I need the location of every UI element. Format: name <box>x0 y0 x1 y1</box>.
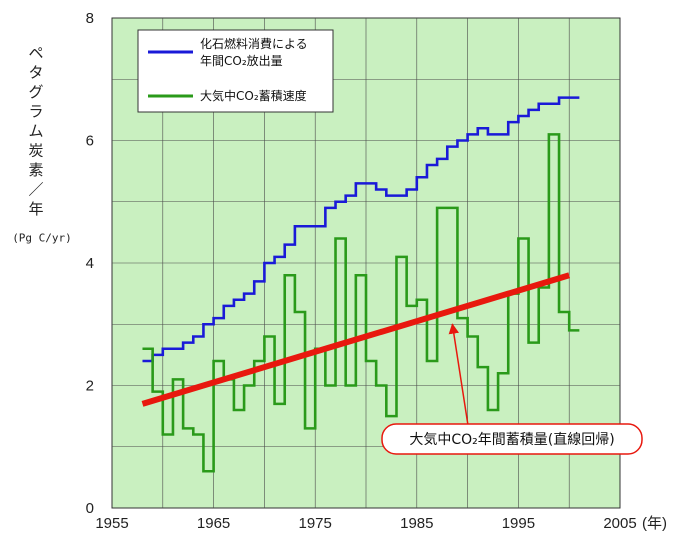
x-tick-label: 1975 <box>299 515 332 532</box>
y-tick-label: 4 <box>86 255 94 272</box>
y-axis-label-char: ラ <box>28 103 43 121</box>
y-tick-label: 2 <box>86 378 94 395</box>
callout-arrow <box>448 323 469 425</box>
legend-text-line: 年間CO₂放出量 <box>200 53 283 68</box>
y-axis-label-char: タ <box>28 64 43 82</box>
x-tick-label: 1955 <box>95 515 128 532</box>
y-tick-label: 0 <box>86 500 94 517</box>
callout-box <box>381 423 643 455</box>
y-tick-label: 8 <box>86 10 94 27</box>
y-tick-label: 6 <box>86 133 94 150</box>
x-tick-labels: 1955 1965 1975 1985 1995 2005 <box>95 515 636 532</box>
legend-label-fossil-emissions: 化石燃料消費による年間CO₂放出量 <box>200 36 308 68</box>
y-axis-label-char: ム <box>28 122 43 140</box>
x-tick-label: 1965 <box>197 515 230 532</box>
series-group <box>141 96 580 473</box>
x-tick-label: 1995 <box>502 515 535 532</box>
x-tick-label: 2005 <box>603 515 636 532</box>
fossil-emissions-line <box>142 96 580 363</box>
y-axis-label-char: グ <box>28 83 43 101</box>
y-axis-label-char: ／ <box>28 181 43 199</box>
y-axis-label-char: 年 <box>28 200 43 218</box>
legend-text-line: 化石燃料消費による <box>200 36 308 51</box>
legend: 化石燃料消費による年間CO₂放出量 大気中CO₂蓄積速度 <box>137 29 334 113</box>
regression-callout: 大気中CO₂年間蓄積量(直線回帰) <box>381 323 643 455</box>
atmospheric-accumulation-line <box>142 133 580 473</box>
y-axis-label-char: ペ <box>28 44 43 62</box>
x-axis-unit: (年) <box>642 515 667 532</box>
callout-label: 大気中CO₂年間蓄積量(直線回帰) <box>409 431 614 448</box>
y-tick-labels: 0 2 4 6 8 <box>86 10 94 517</box>
y-axis-label-char: 炭 <box>28 142 43 160</box>
legend-box <box>137 29 334 113</box>
legend-label-atmospheric-accumulation: 大気中CO₂蓄積速度 <box>200 88 307 103</box>
x-tick-label: 1985 <box>400 515 433 532</box>
legend-text-line: 大気中CO₂蓄積速度 <box>200 88 307 103</box>
regression-line <box>141 272 571 407</box>
y-axis-unit: (Pg C/yr) <box>12 232 72 245</box>
y-axis-label-char: 素 <box>28 161 43 179</box>
